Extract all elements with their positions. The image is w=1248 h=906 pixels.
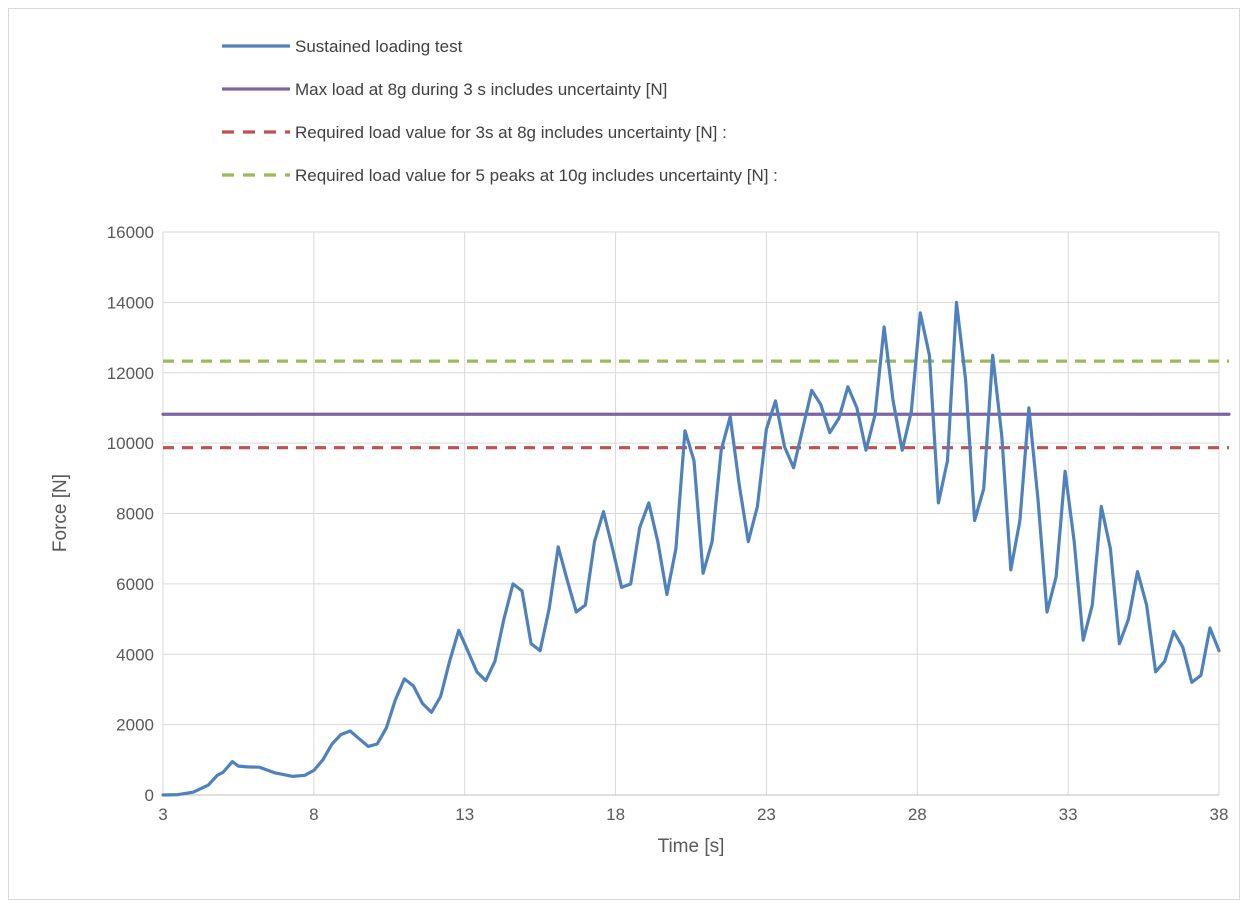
x-tick-label: 28 [908, 805, 927, 824]
legend-label-1: Sustained loading test [295, 37, 463, 56]
x-tick-label: 8 [309, 805, 318, 824]
x-tick-label: 3 [158, 805, 167, 824]
x-tick-label: 38 [1210, 805, 1229, 824]
y-tick-label: 6000 [116, 575, 154, 594]
x-tick-label: 18 [606, 805, 625, 824]
legend-label-4: Required load value for 5 peaks at 10g i… [295, 166, 778, 185]
y-tick-label: 8000 [116, 505, 154, 524]
y-tick-label: 10000 [107, 434, 154, 453]
y-tick-label: 12000 [107, 364, 154, 383]
y-tick-label: 16000 [107, 223, 154, 242]
reference-lines [161, 359, 1231, 450]
y-axis-title: Force [N] [50, 474, 71, 552]
y-tick-label: 4000 [116, 645, 154, 664]
x-tick-label: 33 [1059, 805, 1078, 824]
x-axis-title: Time [s] [658, 836, 725, 857]
y-tick-label: 2000 [116, 716, 154, 735]
y-tick-label: 14000 [107, 293, 154, 312]
y-axis-ticks: 0 2000 4000 6000 8000 10000 12000 14000 16000 [107, 223, 154, 805]
x-axis-ticks: 3 8 13 18 23 28 33 38 [158, 805, 1228, 824]
series-line-1 [161, 300, 1221, 797]
grid-lines [162, 231, 1220, 796]
x-tick-label: 23 [757, 805, 776, 824]
legend: Sustained loading test Max load at 8g dur… [222, 37, 778, 185]
data-series [161, 300, 1221, 797]
y-tick-label: 0 [145, 786, 154, 805]
legend-label-2: Max load at 8g during 3 s includes uncer… [295, 80, 667, 99]
x-tick-label: 13 [455, 805, 474, 824]
legend-label-3: Required load value for 3s at 8g include… [295, 123, 727, 142]
